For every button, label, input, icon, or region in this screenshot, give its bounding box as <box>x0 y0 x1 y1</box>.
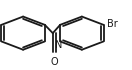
Text: Br: Br <box>107 19 118 29</box>
Text: O: O <box>50 57 58 67</box>
Text: N: N <box>55 40 62 50</box>
